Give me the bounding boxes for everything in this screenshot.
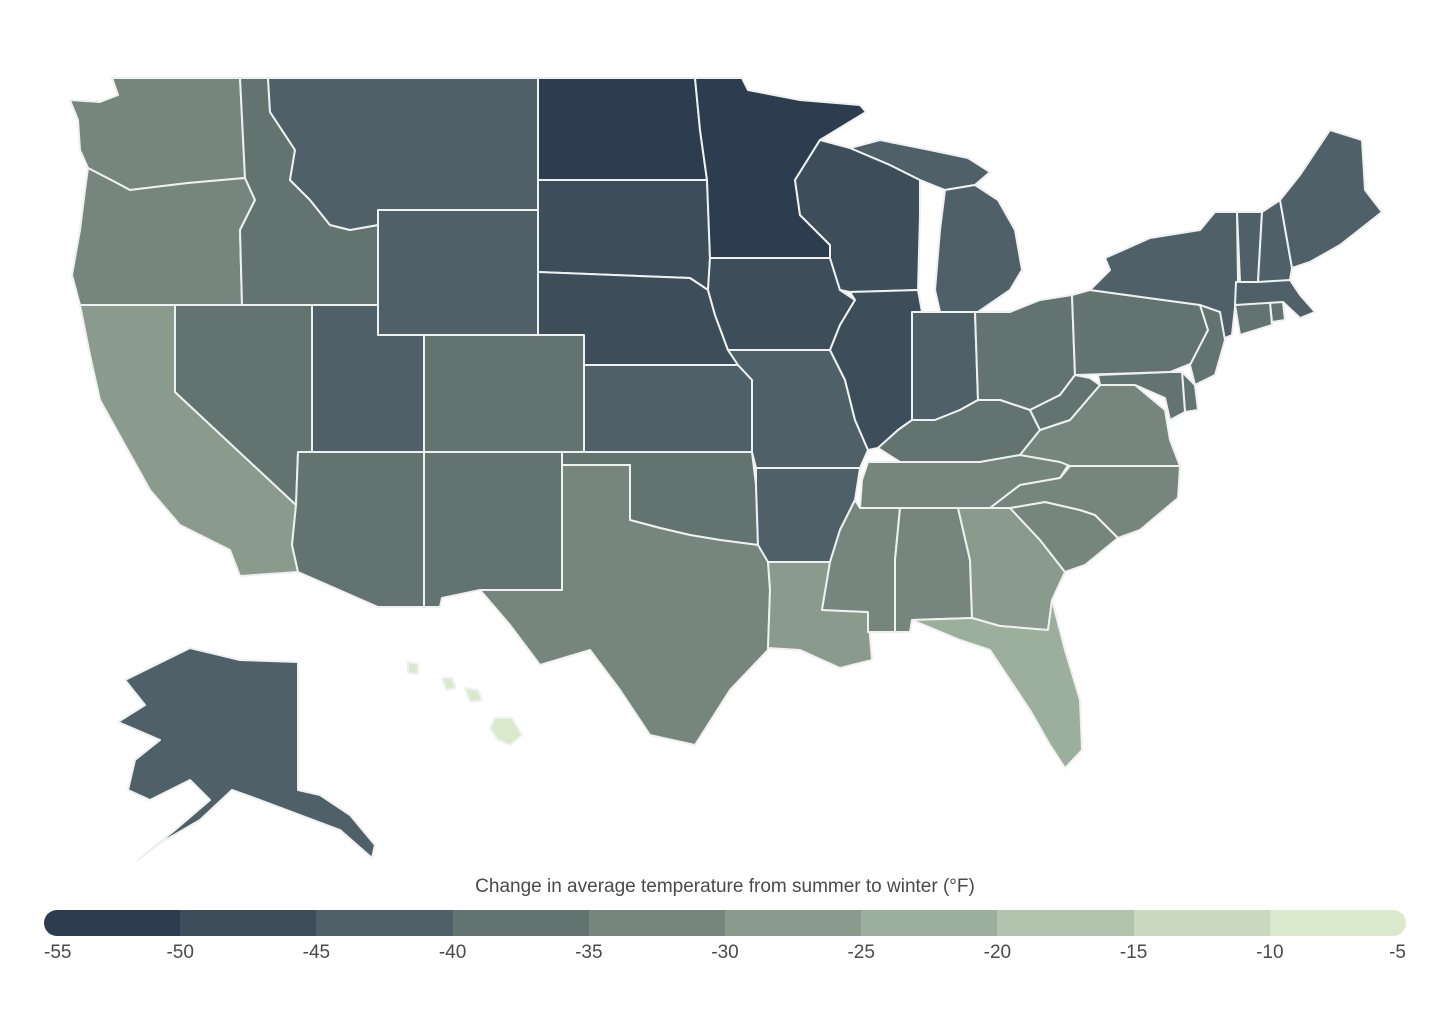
state-WY[interactable] — [377, 209, 539, 336]
us-choropleth-map — [69, 77, 1383, 861]
legend-tick-label: -40 — [438, 942, 467, 963]
state-OR[interactable] — [71, 167, 256, 306]
state-NC[interactable] — [989, 465, 1181, 539]
legend-tick-label: -45 — [302, 942, 331, 963]
state-MD[interactable] — [1097, 371, 1186, 421]
state-MI-upper[interactable] — [849, 139, 991, 191]
state-ME[interactable] — [1279, 129, 1383, 269]
state-IN[interactable] — [911, 311, 979, 421]
state-ND[interactable] — [537, 77, 708, 181]
state-HI-big-island[interactable] — [489, 717, 523, 746]
legend-title: Change in average temperature from summe… — [475, 876, 975, 897]
state-FL[interactable] — [911, 599, 1083, 769]
state-WV[interactable] — [1029, 374, 1101, 431]
state-AL[interactable] — [894, 507, 973, 633]
state-AZ[interactable] — [291, 451, 425, 608]
legend-swatch-7 — [997, 910, 1134, 936]
state-TX[interactable] — [479, 464, 771, 746]
state-HI-oahu[interactable] — [441, 677, 457, 691]
color-scale-ticks: -55 -50 -45 -40 -35 -30 -25 -20 -15 -10 -5 — [44, 942, 1406, 972]
legend-swatch-1 — [180, 910, 317, 936]
state-IA[interactable] — [707, 257, 856, 351]
legend-tick-label: -30 — [711, 942, 739, 963]
legend-swatch-8 — [1133, 910, 1270, 936]
color-scale-bar — [44, 910, 1406, 936]
legend-tick-label: -20 — [983, 942, 1012, 963]
legend-swatch-4 — [588, 910, 726, 936]
legend-swatch-9 — [1269, 910, 1406, 936]
legend-swatch-3 — [452, 910, 589, 936]
state-HI-maui[interactable] — [464, 687, 483, 703]
legend-tick-label: -55 — [44, 942, 72, 963]
state-NM[interactable] — [423, 451, 563, 608]
legend-tick-label: -5 — [1389, 942, 1406, 963]
state-NJ[interactable] — [1189, 304, 1226, 386]
legend-tick-label: -15 — [1119, 942, 1148, 963]
state-CT[interactable] — [1234, 301, 1273, 336]
legend-swatch-2 — [316, 910, 453, 936]
legend-tick-label: -50 — [166, 942, 194, 963]
legend-tick-label: -10 — [1256, 942, 1284, 963]
state-CO[interactable] — [423, 334, 585, 453]
state-MI[interactable] — [934, 184, 1023, 313]
state-MA[interactable] — [1234, 279, 1316, 319]
legend-swatch-6 — [861, 910, 998, 936]
legend-tick-label: -35 — [575, 942, 603, 963]
state-OH[interactable] — [974, 294, 1076, 411]
state-RI[interactable] — [1269, 301, 1286, 323]
legend-swatch-5 — [725, 910, 862, 936]
legend-swatch-0 — [44, 910, 181, 936]
state-KS[interactable] — [583, 364, 753, 453]
legend-tick-label: -25 — [847, 942, 875, 963]
state-HI-kauai[interactable] — [407, 661, 419, 675]
state-AK[interactable] — [117, 647, 376, 861]
